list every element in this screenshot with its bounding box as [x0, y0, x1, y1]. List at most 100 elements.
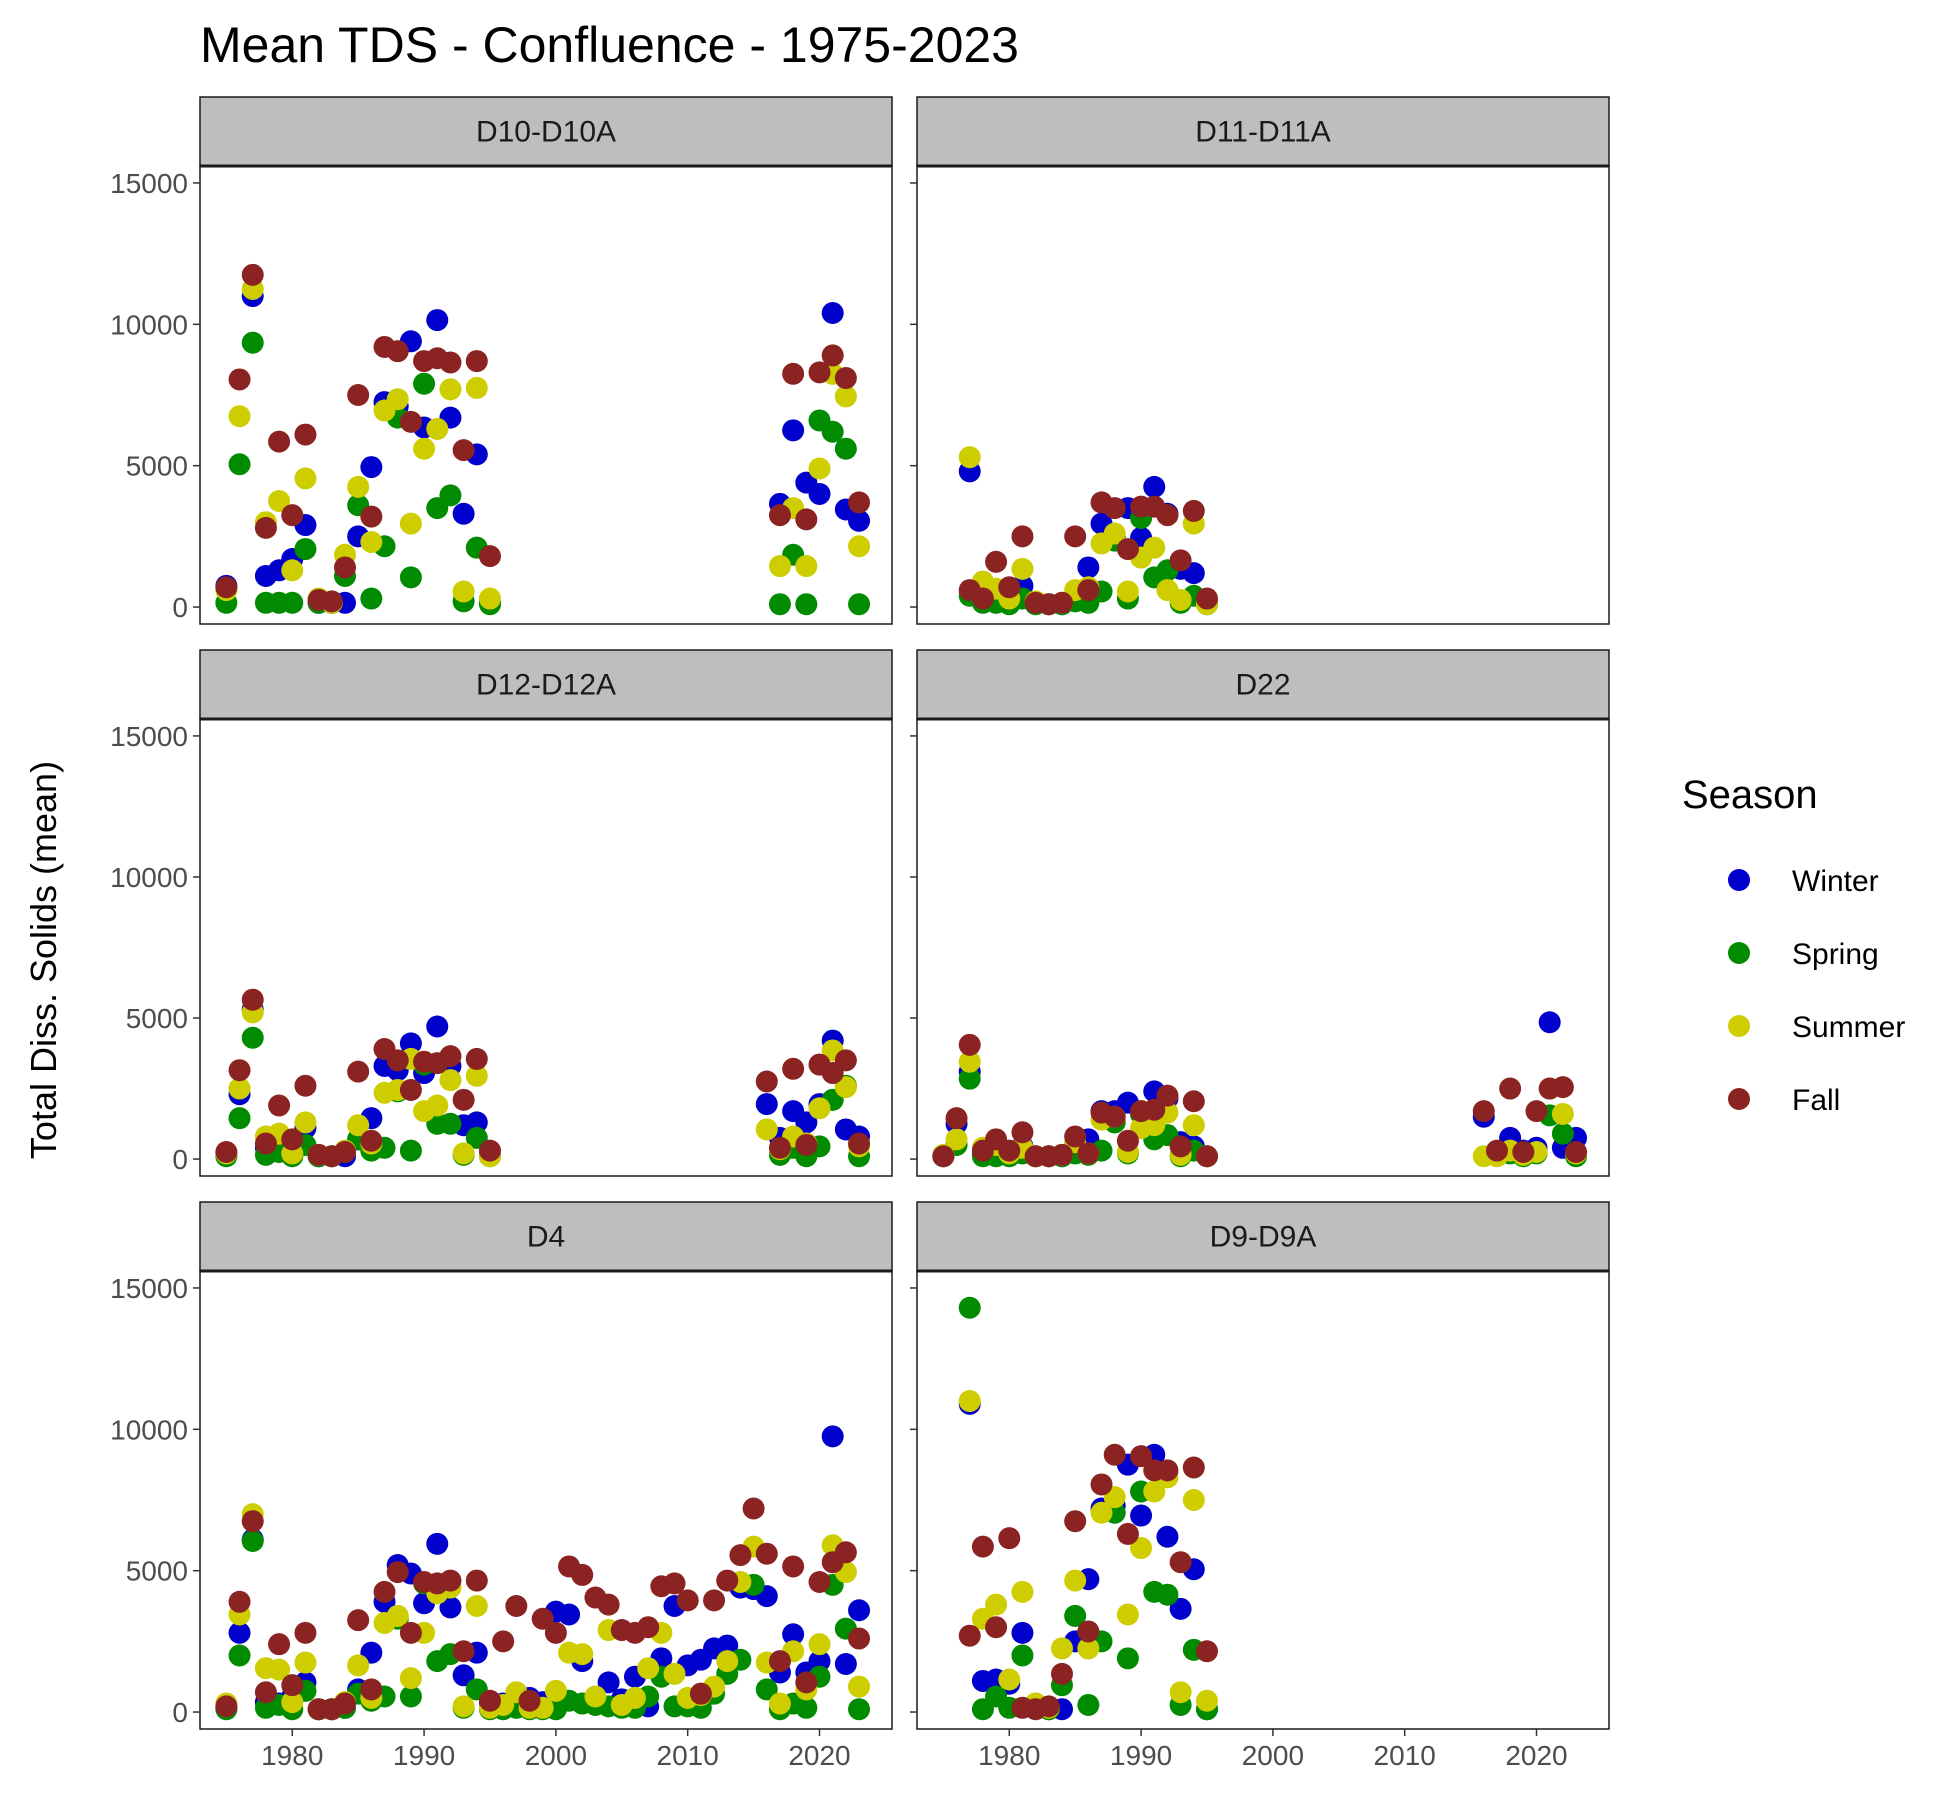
data-point: [795, 555, 818, 578]
data-point: [1143, 1480, 1166, 1503]
data-point: [834, 1076, 857, 1099]
data-point: [821, 420, 844, 443]
data-point: [452, 1664, 475, 1687]
data-point: [518, 1689, 541, 1712]
legend-key: [1728, 869, 1750, 891]
data-point: [1116, 1129, 1139, 1152]
data-point: [795, 1696, 818, 1719]
data-point: [1169, 549, 1192, 572]
data-point: [386, 1561, 409, 1584]
data-point: [755, 1542, 778, 1565]
data-point: [1103, 497, 1126, 520]
data-point: [848, 1132, 871, 1155]
data-point: [452, 1640, 475, 1663]
data-point: [985, 1616, 1008, 1639]
data-point: [215, 576, 238, 599]
data-point: [1169, 588, 1192, 611]
data-point: [241, 1026, 264, 1049]
data-point: [1011, 525, 1034, 548]
data-point: [452, 1088, 475, 1111]
series-fall: [932, 1033, 1588, 1168]
data-point: [399, 1621, 422, 1644]
data-point: [716, 1634, 739, 1657]
data-point: [294, 538, 317, 561]
data-point: [544, 1679, 567, 1702]
data-point: [623, 1686, 646, 1709]
data-point: [834, 367, 857, 390]
data-point: [1182, 1456, 1205, 1479]
data-point: [439, 1596, 462, 1619]
data-point: [228, 1077, 251, 1100]
data-point: [268, 490, 291, 513]
data-point: [426, 1015, 449, 1038]
data-point: [795, 1133, 818, 1156]
data-point: [945, 1128, 968, 1151]
facet-strip-label: D12-D12A: [476, 669, 616, 702]
x-tick-label: 2000: [1242, 1740, 1304, 1771]
data-point: [281, 1674, 304, 1697]
legend-title: Season: [1682, 773, 1818, 817]
data-point: [1064, 1510, 1087, 1533]
x-tick-label: 1980: [978, 1740, 1040, 1771]
data-point: [452, 1695, 475, 1718]
data-point: [716, 1650, 739, 1673]
x-tick-label: 2020: [788, 1740, 850, 1771]
data-point: [985, 1593, 1008, 1616]
data-point: [1064, 525, 1087, 548]
data-point: [281, 591, 304, 614]
data-point: [958, 1033, 981, 1056]
facet-strip: [199, 649, 893, 720]
data-point: [254, 516, 277, 539]
data-point: [795, 508, 818, 531]
data-point: [1077, 1142, 1100, 1165]
data-point: [1064, 1604, 1087, 1627]
data-point: [373, 1580, 396, 1603]
data-point: [1077, 579, 1100, 602]
data-point: [821, 1425, 844, 1448]
data-point: [782, 1555, 805, 1578]
data-point: [958, 446, 981, 469]
legend-item: Summer: [1728, 1011, 1905, 1044]
data-point: [834, 385, 857, 408]
data-point: [478, 1139, 501, 1162]
data-point: [571, 1643, 594, 1666]
data-point: [834, 1652, 857, 1675]
data-point: [228, 1107, 251, 1130]
data-point: [808, 482, 831, 505]
data-point: [998, 1668, 1021, 1691]
data-point: [386, 340, 409, 363]
data-point: [1143, 1098, 1166, 1121]
data-point: [294, 1111, 317, 1134]
data-point: [360, 505, 383, 528]
legend-item: Spring: [1728, 938, 1879, 971]
facet-strip-label: D10-D10A: [476, 116, 616, 149]
data-point: [347, 1114, 370, 1137]
data-point: [729, 1544, 752, 1567]
data-point: [215, 1141, 238, 1164]
data-point: [347, 475, 370, 498]
data-point: [1011, 557, 1034, 580]
data-point: [1103, 1105, 1126, 1128]
data-point: [848, 1599, 871, 1622]
x-tick-label: 1990: [1110, 1740, 1172, 1771]
data-point: [1169, 1681, 1192, 1704]
data-point: [426, 1532, 449, 1555]
data-point: [1156, 1583, 1179, 1606]
data-point: [958, 1067, 981, 1090]
data-point: [795, 1671, 818, 1694]
data-point: [439, 1569, 462, 1592]
data-point: [1195, 1689, 1218, 1712]
data-point: [958, 1624, 981, 1647]
legend-label: Summer: [1792, 1011, 1905, 1044]
x-tick-label: 1980: [261, 1740, 323, 1771]
data-point: [1090, 1473, 1113, 1496]
data-point: [399, 566, 422, 589]
data-point: [1116, 580, 1139, 603]
data-point: [544, 1621, 567, 1644]
data-point: [268, 1094, 291, 1117]
data-point: [1525, 1100, 1548, 1123]
facet-strip: [916, 96, 1610, 167]
data-point: [386, 388, 409, 411]
facet-strip: [916, 1201, 1610, 1272]
y-tick-label: 10000: [110, 862, 188, 893]
